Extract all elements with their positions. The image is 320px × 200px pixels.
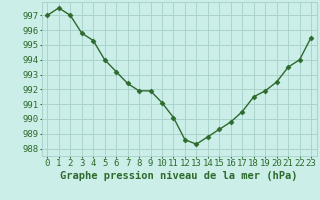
X-axis label: Graphe pression niveau de la mer (hPa): Graphe pression niveau de la mer (hPa): [60, 171, 298, 181]
